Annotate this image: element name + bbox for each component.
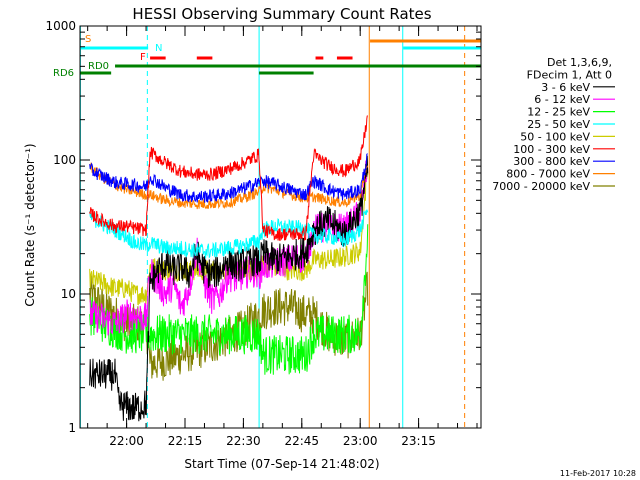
footer-timestamp: 11-Feb-2017 10:28 bbox=[560, 469, 636, 478]
legend-label-7000-20000-kev: 7000 - 20000 keV bbox=[492, 180, 590, 193]
x-axis-label: Start Time (07-Sep-14 21:48:02) bbox=[184, 457, 379, 471]
flag-label-rd6: RD6 bbox=[53, 68, 74, 79]
legend-label-50-100-kev: 50 - 100 keV bbox=[520, 130, 590, 143]
series-lines bbox=[89, 115, 369, 422]
x-tick-label: 22:30 bbox=[226, 434, 261, 448]
flag-bars: S NF RD0 RD6 bbox=[53, 34, 481, 79]
legend-label-100-300-kev: 100 - 300 keV bbox=[513, 143, 590, 156]
legend-label-300-800-kev: 300 - 800 keV bbox=[513, 155, 590, 168]
legend-header-line-1: Det 1,3,6,9, bbox=[547, 56, 612, 69]
legend-label-3-6-kev: 3 - 6 keV bbox=[541, 81, 590, 94]
legend-label-800-7000-kev: 800 - 7000 keV bbox=[506, 168, 590, 181]
x-tick-label: 22:45 bbox=[284, 434, 319, 448]
legend-label-6-12-kev: 6 - 12 keV bbox=[534, 93, 590, 106]
flag-label-rd0: RD0 bbox=[88, 61, 109, 72]
series-line-100-300-kev bbox=[89, 115, 369, 242]
x-tick-label: 22:00 bbox=[109, 434, 144, 448]
legend-label-12-25-kev: 12 - 25 keV bbox=[527, 106, 590, 119]
axes: 1 10 100 1000 22:00 22:15 22:30 22:45 23:00 23:15 bbox=[45, 19, 482, 448]
legend-header-line-2: FDecim 1, Att 0 bbox=[527, 68, 612, 81]
x-tick-label: 23:15 bbox=[401, 434, 436, 448]
x-tick-label: 22:15 bbox=[168, 434, 203, 448]
flag-label-n: N bbox=[155, 43, 162, 54]
y-tick-label: 10 bbox=[61, 287, 76, 301]
y-axis-label: Count Rate (s⁻¹ detector⁻¹) bbox=[23, 143, 37, 306]
series-line-300-800-kev bbox=[89, 153, 368, 203]
x-tick-label: 23:00 bbox=[343, 434, 378, 448]
flag-label-s: S bbox=[85, 34, 91, 45]
flag-label-f: F bbox=[140, 52, 146, 63]
y-tick-label: 100 bbox=[53, 153, 76, 167]
chart-title: HESSI Observing Summary Count Rates bbox=[132, 5, 431, 23]
y-tick-label: 1000 bbox=[45, 19, 76, 33]
series-line-12-25-kev bbox=[89, 224, 369, 375]
series-line-25-50-kev bbox=[89, 209, 369, 259]
y-tick-label: 1 bbox=[68, 421, 76, 435]
legend-label-25-50-kev: 25 - 50 keV bbox=[527, 118, 590, 131]
plot-frame bbox=[79, 25, 482, 429]
